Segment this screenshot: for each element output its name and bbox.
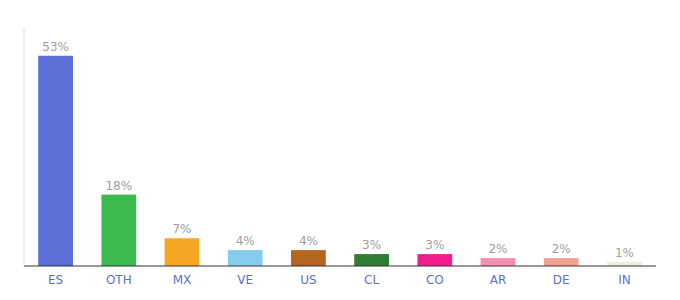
bars bbox=[38, 56, 642, 266]
x-tick-label: ES bbox=[48, 273, 63, 287]
x-tick-label: AR bbox=[490, 273, 507, 287]
bar bbox=[354, 254, 389, 266]
data-label: 53% bbox=[42, 40, 69, 54]
data-label: 2% bbox=[488, 242, 507, 256]
data-label: 4% bbox=[236, 234, 255, 248]
y-axis bbox=[24, 28, 25, 266]
x-tick-label: IN bbox=[618, 273, 631, 287]
bar bbox=[291, 250, 326, 266]
data-label: 3% bbox=[425, 238, 444, 252]
data-label: 18% bbox=[105, 179, 132, 193]
x-tick-label: US bbox=[300, 273, 316, 287]
x-tick-label: MX bbox=[173, 273, 192, 287]
data-label: 4% bbox=[299, 234, 318, 248]
x-tick-labels: ES OTH MX VE US CL CO AR DE IN bbox=[48, 273, 631, 287]
x-tick-label: DE bbox=[553, 273, 570, 287]
data-labels: 53% 18% 7% 4% 4% 3% 3% 2% 2% 1% bbox=[42, 40, 634, 260]
bar bbox=[165, 238, 200, 266]
bar bbox=[607, 262, 642, 266]
data-label: 3% bbox=[362, 238, 381, 252]
chart-container: 53% 18% 7% 4% 4% 3% 3% 2% 2% 1% ES OTH MX VE US CL CO AR D… bbox=[0, 0, 680, 300]
x-tick-label: CO bbox=[426, 273, 444, 287]
data-label: 2% bbox=[552, 242, 571, 256]
bar bbox=[544, 258, 579, 266]
x-axis bbox=[24, 266, 656, 267]
data-label: 1% bbox=[615, 246, 634, 260]
bar bbox=[481, 258, 516, 266]
x-tick-label: CL bbox=[364, 273, 379, 287]
data-label: 7% bbox=[172, 222, 191, 236]
background bbox=[0, 0, 680, 300]
bar bbox=[101, 195, 136, 266]
x-tick-label: OTH bbox=[106, 273, 132, 287]
x-tick-label: VE bbox=[237, 273, 253, 287]
bar bbox=[417, 254, 452, 266]
bar bbox=[228, 250, 263, 266]
bar bbox=[38, 56, 73, 266]
chart: 53% 18% 7% 4% 4% 3% 3% 2% 2% 1% ES OTH MX VE US CL CO AR D… bbox=[0, 0, 680, 300]
